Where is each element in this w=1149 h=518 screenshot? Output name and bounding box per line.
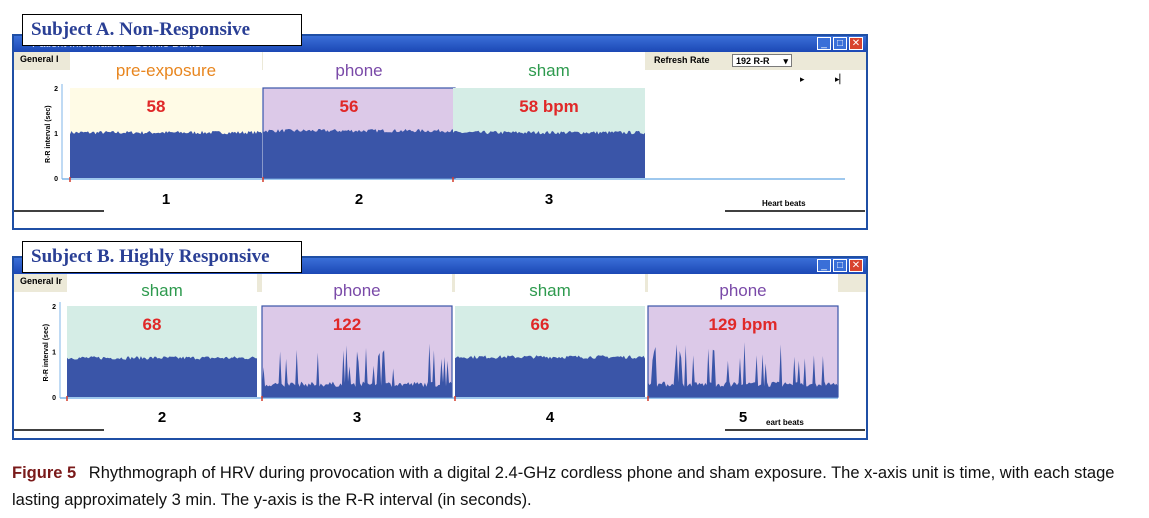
y-tick-label: 1	[54, 131, 58, 138]
refresh-rate-value: 192 R-R	[736, 56, 770, 66]
figure-label: Figure 5	[12, 464, 77, 482]
segment-header-background	[263, 52, 455, 86]
segment-header-background	[455, 274, 645, 304]
rr-interval-series	[453, 130, 645, 178]
chart-title: Subject A. Non-Responsive	[31, 19, 251, 40]
tab-general[interactable]: General Ir	[20, 276, 63, 286]
segment-stage-label: phone	[333, 281, 380, 300]
caption-text: Rhythmograph of HRV during provocation w…	[12, 464, 1115, 509]
chart-title: Subject B. Highly Responsive	[31, 246, 270, 267]
segment-bpm-label: 129 bpm	[709, 315, 778, 334]
segment-bpm-label: 58 bpm	[519, 97, 579, 116]
maximize-button[interactable]: □	[833, 37, 847, 50]
y-tick-label: 2	[54, 86, 58, 93]
y-tick-label: 1	[52, 350, 56, 357]
panel-title-a: Subject A. Non-Responsive	[22, 14, 302, 46]
y-tick-label: 0	[52, 395, 56, 402]
y-tick-label: 2	[52, 304, 56, 311]
segment-number: 2	[158, 409, 166, 426]
segment-number: 5	[739, 409, 747, 426]
segment-stage-label: sham	[528, 61, 570, 80]
figure-caption: Figure 5 Rhythmograph of HRV during prov…	[12, 460, 1142, 514]
segment-stage-label: sham	[529, 281, 571, 300]
segment-stage-label: pre-exposure	[116, 61, 216, 80]
x-axis-label: Heart beats	[762, 199, 806, 208]
segment-number: 2	[355, 191, 363, 208]
rr-interval-series	[70, 130, 262, 178]
segment-header-background	[67, 274, 257, 304]
rr-interval-series	[263, 129, 455, 178]
chevron-down-icon: ▾	[783, 56, 788, 66]
segment-number: 3	[353, 409, 361, 426]
panel-title-b: Subject B. Highly Responsive	[22, 241, 302, 273]
y-axis-label: R-R interval (sec)	[43, 324, 50, 382]
x-axis-label: eart beats	[766, 418, 804, 427]
close-button[interactable]: ✕	[849, 259, 863, 272]
minimize-button[interactable]: _	[817, 37, 831, 50]
refresh-rate-label: Refresh Rate	[654, 55, 710, 65]
minimize-button[interactable]: _	[817, 259, 831, 272]
tab-general[interactable]: General I	[20, 54, 59, 64]
y-tick-label: 0	[54, 176, 58, 183]
segment-stage-label: phone	[335, 61, 382, 80]
segment-bpm-label: 68	[143, 315, 162, 334]
segment-bpm-label: 56	[340, 97, 359, 116]
segment-header-background	[648, 274, 838, 304]
segment-bpm-label: 122	[333, 315, 361, 334]
refresh-rate-select[interactable]: 192 R-R ▾	[732, 54, 792, 67]
segment-number: 4	[546, 409, 555, 426]
segment-header-background	[262, 274, 452, 304]
y-axis-label: R-R interval (sec)	[45, 105, 52, 163]
segment-stage-label: sham	[141, 281, 183, 300]
close-button[interactable]: ✕	[849, 37, 863, 50]
segment-bpm-label: 66	[531, 315, 550, 334]
segment-number: 1	[162, 191, 170, 208]
segment-header-background	[453, 52, 645, 86]
play-icon: ▸	[800, 74, 805, 84]
rr-interval-series	[648, 342, 838, 397]
rr-interval-series	[455, 355, 645, 397]
segment-bpm-label: 58	[147, 97, 166, 116]
rr-interval-series	[67, 356, 257, 397]
maximize-button[interactable]: □	[833, 259, 847, 272]
play-icon: ▸▏	[835, 73, 846, 85]
segment-number: 3	[545, 191, 553, 208]
segment-header-background	[70, 52, 262, 86]
segment-stage-label: phone	[719, 281, 766, 300]
rr-interval-series	[262, 343, 452, 397]
